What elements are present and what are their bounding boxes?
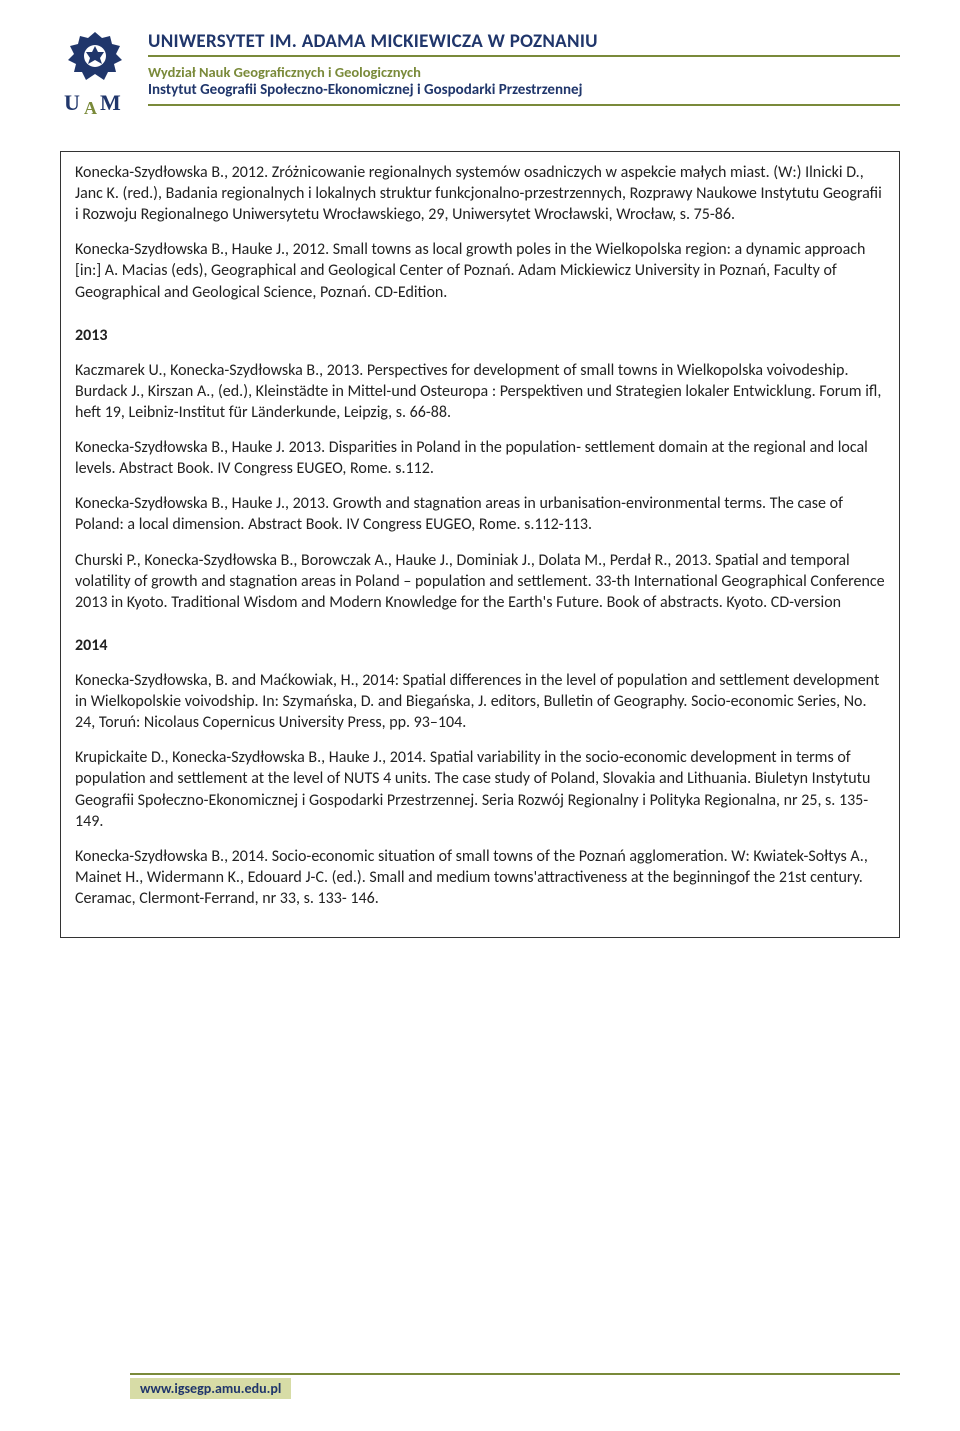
- publication-entry: Konecka-Szydłowska B., 2014. Socio-econo…: [75, 846, 885, 909]
- document-page: U A M UNIWERSYTET IM. ADAMA MICKIEWICZA …: [0, 0, 960, 1431]
- svg-text:A: A: [84, 98, 97, 118]
- institute-name: Instytut Geografii Społeczno-Ekonomiczne…: [148, 81, 900, 106]
- publication-entry: Konecka-Szydłowska, B. and Maćkowiak, H.…: [75, 670, 885, 733]
- footer-url: www.igsegp.amu.edu.pl: [130, 1378, 291, 1399]
- university-logo: U A M: [60, 30, 130, 125]
- faculty-name: Wydział Nauk Geograficznych i Geologiczn…: [148, 63, 900, 81]
- publication-entry: Kaczmarek U., Konecka-Szydłowska B., 201…: [75, 360, 885, 423]
- publication-entry: Krupickaite D., Konecka-Szydłowska B., H…: [75, 747, 885, 831]
- letterhead-text: UNIWERSYTET IM. ADAMA MICKIEWICZA W POZN…: [148, 30, 900, 106]
- publication-entry: Churski P., Konecka-Szydłowska B., Borow…: [75, 550, 885, 613]
- publications-box: Konecka-Szydłowska B., 2012. Zróżnicowan…: [60, 151, 900, 938]
- page-footer: www.igsegp.amu.edu.pl: [0, 1373, 960, 1399]
- svg-text:U: U: [64, 90, 80, 115]
- publication-entry: Konecka-Szydłowska B., 2012. Zróżnicowan…: [75, 162, 885, 225]
- year-heading-2013: 2013: [75, 325, 885, 346]
- publication-entry: Konecka-Szydłowska B., Hauke J., 2012. S…: [75, 239, 885, 302]
- university-name: UNIWERSYTET IM. ADAMA MICKIEWICZA W POZN…: [148, 30, 900, 57]
- publication-entry: Konecka-Szydłowska B., Hauke J. 2013. Di…: [75, 437, 885, 479]
- publication-entry: Konecka-Szydłowska B., Hauke J., 2013. G…: [75, 493, 885, 535]
- year-heading-2014: 2014: [75, 635, 885, 656]
- letterhead: U A M UNIWERSYTET IM. ADAMA MICKIEWICZA …: [60, 30, 900, 125]
- svg-text:M: M: [100, 90, 121, 115]
- footer-rule: www.igsegp.amu.edu.pl: [130, 1373, 900, 1399]
